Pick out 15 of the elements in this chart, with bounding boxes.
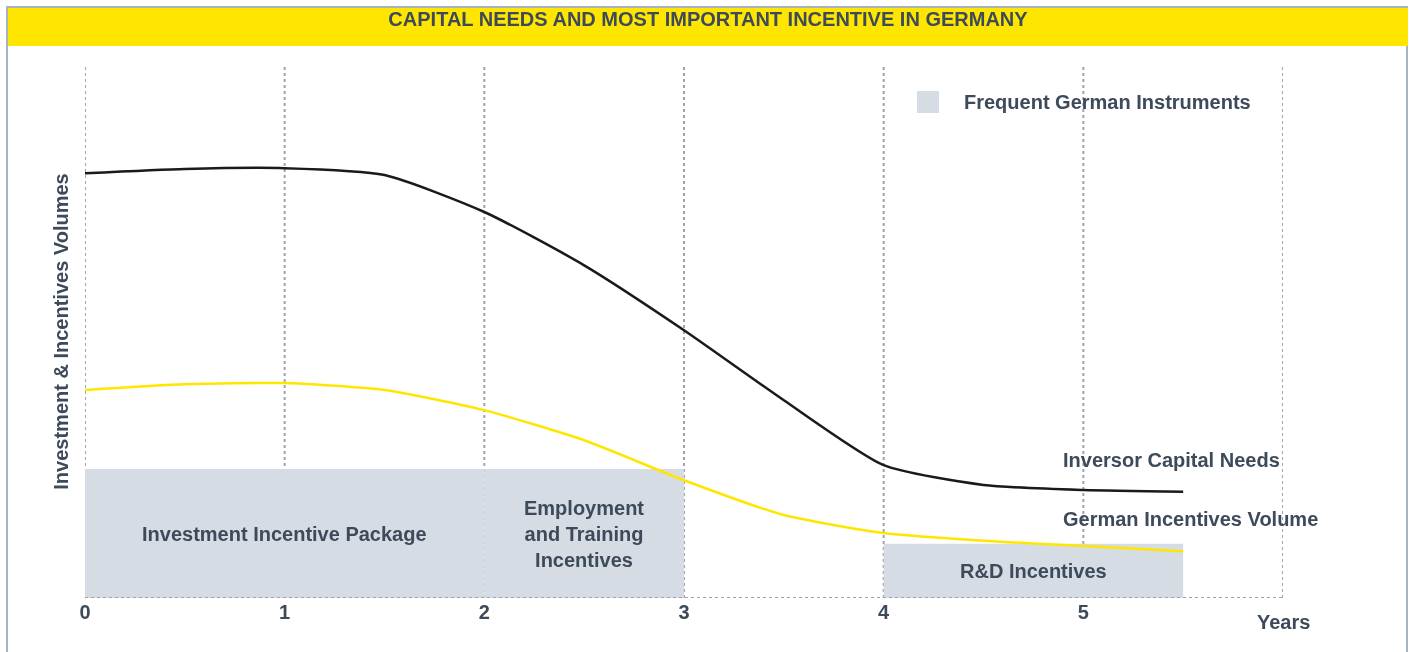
x-tick-label: 4 — [878, 601, 891, 623]
band-label: Investment Incentive Package — [142, 523, 427, 545]
series-label: German Incentives Volume — [1063, 508, 1319, 530]
band-label: Employment and Training Incentives — [524, 497, 645, 571]
x-tick-label: 5 — [1077, 601, 1089, 623]
band-label: R&D Incentives — [960, 560, 1107, 582]
chart-title: CAPITAL NEEDS AND MOST IMPORTANT INCENTIVE IN GERMANY — [8, 8, 1408, 46]
x-tick-label: 3 — [678, 601, 690, 623]
x-axis-title: Years — [1257, 611, 1311, 633]
series-label: Inversor Capital Needs — [1063, 449, 1280, 471]
x-tick-label: 2 — [478, 601, 490, 623]
x-tick-label: 1 — [279, 601, 291, 623]
legend-title: Frequent German Instruments — [964, 91, 1251, 113]
x-tick-label: 0 — [79, 601, 91, 623]
y-axis-title: Investment & Incentives Volumes — [49, 173, 72, 490]
